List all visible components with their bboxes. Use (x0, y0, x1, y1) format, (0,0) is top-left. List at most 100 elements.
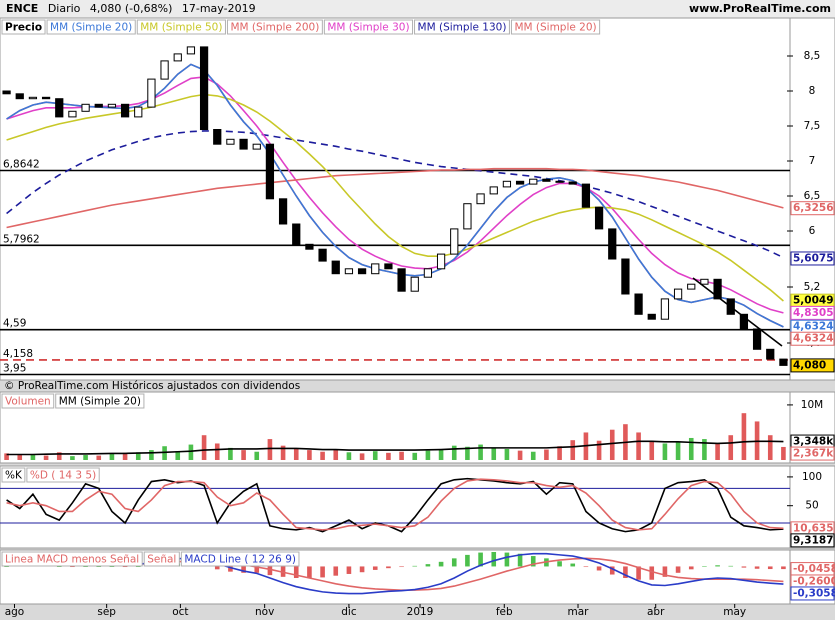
bar (465, 554, 470, 567)
candle (634, 293, 643, 315)
bar (688, 566, 694, 570)
candle (489, 186, 498, 195)
bar (688, 437, 694, 460)
value-badge-label: 4,6324 (793, 333, 834, 345)
x-tick-label: nov (255, 606, 274, 618)
candle (278, 198, 288, 225)
bar (70, 566, 75, 568)
bar (649, 440, 655, 460)
bar (570, 563, 576, 567)
bar (478, 444, 483, 460)
series-line (6, 167, 784, 229)
y-tick-label: 100 (802, 471, 822, 483)
x-tick-label: feb (496, 606, 513, 618)
x-tick-label: mar (568, 606, 590, 618)
candle (318, 248, 327, 262)
legend-entry: %D ( 14 3 5) (30, 470, 96, 482)
trend-line (692, 277, 783, 347)
plot-area (0, 477, 790, 533)
bar (438, 449, 444, 460)
header-bar: ENCE Diario 4,080 (-0,68%) 17-may-2019 w… (0, 0, 835, 18)
bar (241, 566, 246, 573)
bar (228, 447, 233, 460)
bar (359, 453, 365, 460)
value-badge-label: 2,367k (793, 448, 834, 460)
bar (372, 451, 378, 460)
bar (438, 561, 444, 567)
candle (41, 96, 51, 100)
bar (583, 566, 589, 568)
bar (175, 451, 181, 460)
bar (728, 435, 734, 460)
value-badge (790, 331, 835, 346)
bar (715, 565, 720, 567)
bar (530, 451, 536, 460)
candle (647, 313, 656, 320)
bar (412, 565, 418, 567)
value-badge-label: 6,3256 (793, 202, 834, 214)
bar (109, 566, 115, 567)
bar (636, 566, 641, 580)
bar (214, 443, 220, 460)
value-badge-label: -0,3058 (793, 587, 835, 599)
candle (621, 258, 630, 295)
candle (713, 278, 722, 300)
candle (502, 180, 512, 188)
candle (331, 260, 340, 275)
candle (55, 98, 64, 118)
site-link[interactable]: www.ProRealTime.com (688, 2, 831, 15)
bar (333, 566, 339, 576)
candle (739, 313, 749, 330)
bar (83, 455, 88, 460)
bar (386, 452, 391, 460)
value-badge-label: 4,6324 (793, 321, 834, 333)
bar (662, 566, 668, 577)
candle (239, 138, 248, 150)
panel (0, 17, 791, 381)
candle (581, 183, 591, 208)
candle (199, 46, 209, 130)
y-tick-label: 7,5 (804, 120, 821, 132)
line-label: 6,8642 (3, 159, 40, 171)
bar (741, 566, 747, 568)
value-badge-label: 9,3187 (793, 534, 834, 546)
y-tick-label: 7 (809, 155, 816, 167)
series-line (6, 440, 784, 456)
bar (372, 566, 378, 570)
candle (173, 53, 182, 62)
bar (781, 446, 786, 460)
legend-entry: %K (5, 470, 23, 482)
candle (542, 178, 551, 182)
bar (517, 450, 523, 460)
candle (265, 143, 275, 200)
bar (254, 451, 260, 460)
value-badge-label: -0,0458 (793, 563, 835, 575)
line-label: 4,59 (3, 318, 26, 330)
candle (357, 268, 367, 275)
x-tick-label: abr (647, 606, 665, 618)
bar (412, 452, 418, 460)
candle (660, 298, 670, 320)
value-badge (790, 586, 835, 601)
bar (741, 413, 747, 460)
bar (280, 445, 286, 460)
bar (254, 566, 260, 573)
legend-entry: MM (Simple 20) (514, 22, 596, 34)
x-tick-label: ago (5, 606, 25, 618)
bar (17, 455, 23, 460)
y-tick-label: 10M (801, 399, 823, 411)
candle (568, 181, 577, 185)
date: 17-may-2019 (181, 2, 256, 15)
legend-box (55, 393, 145, 409)
bar (636, 432, 641, 460)
y-tick-label: 6 (809, 225, 816, 237)
candle (305, 243, 314, 250)
bar (767, 566, 773, 570)
bar (478, 552, 483, 567)
candle (28, 96, 38, 100)
period: Diario (47, 2, 81, 15)
bar (609, 566, 615, 575)
y-tick-label: 8,5 (804, 50, 821, 62)
bar (596, 440, 602, 460)
bar (188, 444, 194, 460)
